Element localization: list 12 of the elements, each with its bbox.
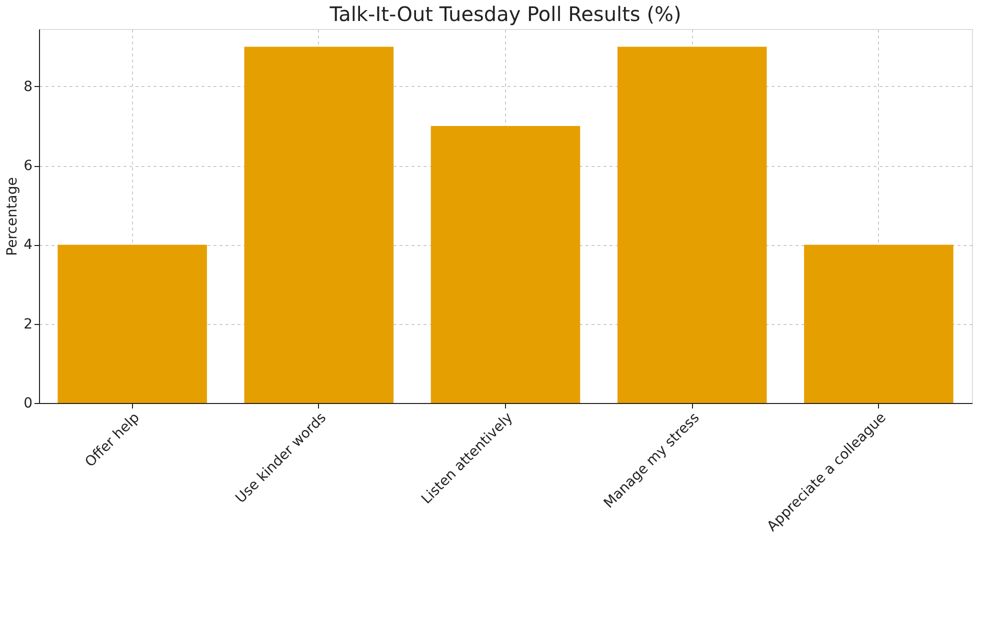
bar bbox=[804, 244, 954, 403]
bar bbox=[430, 126, 580, 403]
y-tick-label: 2 bbox=[24, 316, 32, 332]
bar bbox=[617, 46, 767, 403]
bar bbox=[58, 244, 207, 403]
y-tick-label: 6 bbox=[24, 158, 33, 174]
bar bbox=[244, 46, 394, 403]
y-tick-label: 4 bbox=[24, 237, 33, 254]
y-axis-title: Percentage bbox=[4, 177, 21, 256]
y-tick-label: 8 bbox=[24, 78, 32, 95]
y-tick-label: 0 bbox=[24, 396, 32, 412]
chart-title: Talk-It-Out Tuesday Poll Results (%) bbox=[328, 2, 682, 26]
